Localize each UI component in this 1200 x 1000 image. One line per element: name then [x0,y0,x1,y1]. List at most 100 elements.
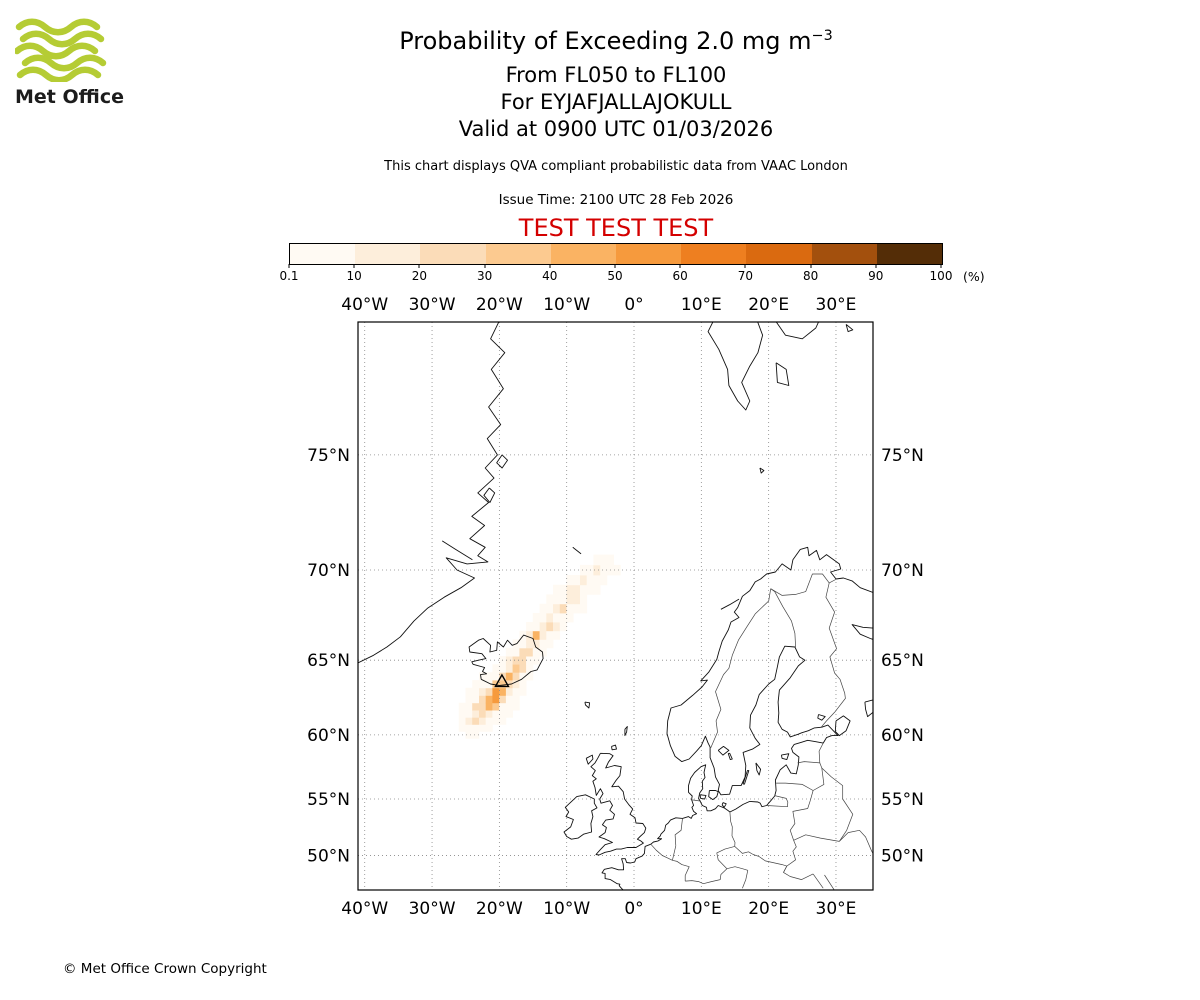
ash-plume-cell [526,656,534,665]
ash-plume-cell [519,680,527,689]
ash-plume-cell [472,680,480,689]
ash-plume-cell [465,687,473,696]
lon-label-bottom: 0° [624,899,643,919]
colorbar-tick-label: 30 [476,269,493,283]
ash-plume-cell [485,687,493,696]
colorbar-segment [355,244,421,264]
lon-label-bottom: 30°E [816,899,857,919]
lon-label-top: 30°W [409,295,456,315]
ash-plume-cell [553,594,561,605]
ash-plume-cell [485,724,493,732]
ash-plume-cell [580,564,588,576]
ash-plume-cell [472,710,480,718]
ash-plume-cell [492,664,500,673]
ash-plume-cell [479,672,487,681]
coastline [780,753,790,761]
ash-plume-cell [526,647,534,657]
colorbar-segment [290,244,356,264]
coastline [742,770,750,785]
ash-plume-cell [553,584,561,595]
ash-plume-cell [539,613,547,623]
lat-label-left: 60°N [308,726,350,746]
ash-plume-cell [586,584,594,595]
country-border [650,843,673,861]
coastline [775,322,820,340]
ash-plume-cell [580,594,588,605]
lat-label-right: 75°N [881,446,924,466]
country-border [839,829,873,854]
ash-plume-cell [580,584,588,595]
ash-plume-cell [519,687,527,696]
ash-plume-cell [472,731,480,739]
ash-plume-cell [532,639,540,649]
ash-plume-cell [512,656,520,665]
ash-plume-cell [532,622,540,632]
ash-plume-cell [479,702,487,711]
country-border [726,866,748,871]
graticule [358,322,873,890]
colorbar-tickmark [810,264,812,268]
ash-plume-cell [553,603,561,614]
logo-wave [19,30,105,48]
ash-plume-cell [465,710,473,718]
ash-plume-cell [566,603,574,614]
coastline [707,322,764,411]
colorbar-tick-label: 20 [411,269,428,283]
ash-plume-cell [492,717,500,725]
ash-plume-cell [580,603,588,614]
ash-plume-cell [485,680,493,689]
colorbar-segment [876,244,943,264]
ash-plume-cell [559,584,567,595]
ash-plume-cell [505,687,513,696]
lat-label-left: 70°N [308,561,350,581]
ash-plume-cell [553,613,561,623]
ash-plume-cell [559,603,567,614]
ash-plume-cell [512,647,520,657]
ash-plume-cell [512,664,520,673]
colorbar-tick-label: 100 [929,269,953,283]
test-banner: TEST TEST TEST [518,214,714,242]
ash-plume-cell [499,695,507,704]
ash-plume-cell [593,575,601,586]
ash-plume-cell [499,680,507,689]
coastline [441,540,473,561]
copyright-text: © Met Office Crown Copyright [63,961,267,977]
coastline [590,752,647,856]
lat-label-right: 60°N [881,726,924,746]
colorbar-tickmark [418,264,420,268]
volcano-marker [494,673,510,688]
ash-plume-cell [458,702,466,711]
coastline [717,745,730,756]
logo-brand-text: Met Office [15,86,124,108]
ash-plume-cell [546,630,554,640]
ash-plume-cell [566,584,574,595]
lon-label-bottom: 20°W [476,899,523,919]
map-svg: 40°W 40°W 30°W 30°W 20°W 20°W 10°W 10°W 0° 0° 10°E… [307,295,924,919]
lon-label-top: 0° [624,295,643,315]
country-border [770,588,796,648]
colorbar-segment [550,244,617,264]
coastline [755,762,762,776]
ash-plume-cell [539,647,547,657]
ash-plume-cell [465,695,473,704]
coastline [864,699,873,718]
lon-label-bottom: 10°E [681,899,722,919]
ash-plume-cell [526,622,534,632]
ash-plume-cell [458,710,466,718]
ash-plume-cell [532,613,540,623]
lon-label-top: 40°W [341,295,388,315]
coastline [834,715,851,737]
logo-wave [21,54,107,72]
ash-plume-cell [465,731,473,739]
country-border [692,799,701,802]
map-frame [357,321,874,891]
colorbar-ticks: 0.1 10 20 30 40 50 60 70 80 90 100 [279,264,989,288]
lat-label-left: 55°N [308,790,350,810]
lat-label-right: 50°N [881,847,924,867]
page-title: Probability of Exceeding 2.0 mg m−3 [16,27,1200,55]
country-border [729,811,736,847]
subtitle-flight-levels: From FL050 to FL100 [505,63,727,87]
ash-plume-cell [485,717,493,725]
colorbar-tick-label: 40 [542,269,558,283]
colorbar-tickmark [549,264,551,268]
